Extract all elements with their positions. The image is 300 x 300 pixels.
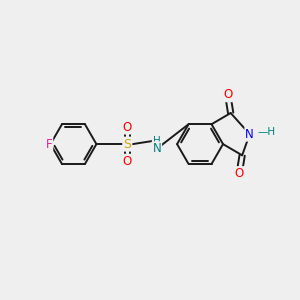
- Text: O: O: [235, 167, 244, 180]
- Text: N: N: [152, 142, 161, 155]
- Text: S: S: [123, 138, 131, 151]
- Text: O: O: [223, 88, 232, 101]
- Text: O: O: [123, 155, 132, 168]
- Text: F: F: [46, 138, 52, 151]
- Text: N: N: [245, 128, 254, 141]
- Text: —H: —H: [258, 127, 276, 137]
- Text: O: O: [123, 121, 132, 134]
- Text: H: H: [153, 136, 160, 146]
